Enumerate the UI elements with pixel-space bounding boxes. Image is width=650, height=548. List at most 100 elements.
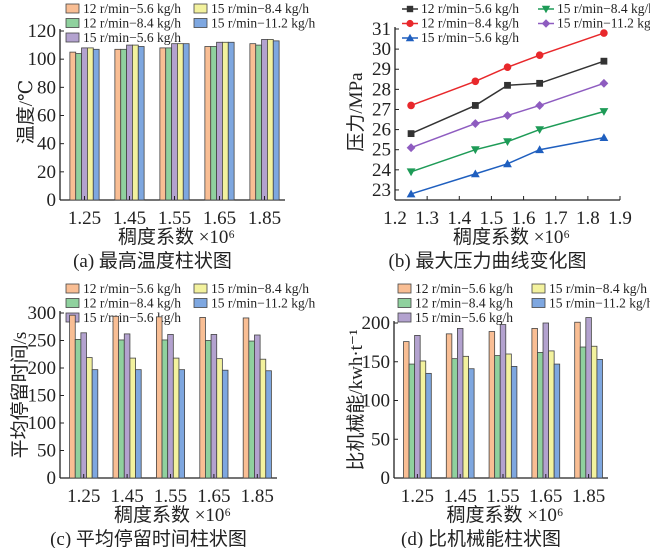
series-3: [406, 108, 609, 177]
marker-diamond: [406, 143, 416, 153]
legend-label: 15 r/min−5.6 kg/h: [83, 310, 181, 325]
y-tick-label: 26: [372, 120, 391, 141]
legend-swatch: [65, 298, 80, 308]
bar: [159, 47, 167, 201]
x-tick-label: 1.25: [67, 486, 100, 507]
bar: [414, 334, 421, 479]
legend-label: 15 r/min−8.4 kg/h: [557, 1, 650, 16]
legend-swatch: [531, 283, 546, 294]
y-tick-label: 100: [28, 49, 57, 70]
chart-caption: (b) 最大压力曲线变化图: [389, 250, 587, 272]
legend-label: 15 r/min−8.4 kg/h: [549, 281, 647, 296]
marker-square: [406, 5, 414, 13]
bar: [210, 46, 217, 201]
marker-square: [407, 130, 415, 138]
series-line: [410, 60, 605, 135]
x-tick-label: 1.45: [444, 486, 477, 507]
bar: [132, 44, 139, 201]
bar: [419, 360, 427, 479]
legend-swatch: [193, 298, 208, 308]
legend-swatch: [65, 283, 80, 294]
legend-item: 15 r/min−11.2 kg/h: [193, 16, 315, 31]
bar: [579, 346, 587, 479]
y-tick-label: 20: [37, 162, 56, 183]
chart-d: 12 r/min−5.6 kg/h12 r/min−8.4 kg/h15 r/m…: [345, 281, 650, 548]
bar: [248, 340, 255, 479]
legend-swatch: [193, 18, 208, 28]
bar: [574, 321, 581, 479]
marker-circle: [406, 19, 414, 28]
marker-triangle-down: [503, 138, 512, 147]
bar: [69, 51, 77, 201]
bar: [114, 48, 122, 201]
x-tick-label: 1.2: [383, 208, 407, 229]
x-tick-label: 1.3: [415, 208, 439, 229]
legend-item: 15 r/min−5.6 kg/h: [65, 310, 181, 325]
bar: [178, 369, 186, 479]
legend-swatch: [397, 312, 412, 323]
legend-item: 15 r/min−5.6 kg/h: [397, 310, 513, 325]
legend-label: 15 r/min−5.6 kg/h: [421, 30, 519, 45]
legend-item: 15 r/min−5.6 kg/h: [65, 30, 181, 45]
marker-diamond: [541, 19, 551, 28]
y-axis-label: 压力/MPa: [345, 72, 367, 152]
legend-swatch: [397, 283, 412, 294]
legend-item: 15 r/min−8.4 kg/h: [193, 281, 309, 296]
y-tick-label: 60: [37, 106, 56, 127]
bar: [216, 41, 223, 201]
x-tick-label: 1.25: [401, 486, 434, 507]
x-tick-label: 1.55: [154, 486, 187, 507]
legend-item: 12 r/min−8.4 kg/h: [397, 296, 513, 311]
marker-circle: [471, 77, 480, 86]
bar: [585, 317, 592, 479]
bar: [80, 332, 87, 479]
x-tick-label: 1.45: [110, 486, 143, 507]
chart-caption: (c) 平均停留时间柱状图: [50, 528, 247, 548]
legend-swatch: [397, 298, 412, 308]
bar: [155, 316, 163, 479]
bar: [177, 43, 184, 201]
legend-item: 12 r/min−8.4 kg/h: [65, 16, 181, 31]
y-tick-label: 24: [372, 160, 392, 181]
bar: [408, 363, 416, 479]
legend-label: 12 r/min−5.6 kg/h: [415, 281, 513, 296]
bar: [112, 315, 120, 479]
legend-swatch: [193, 3, 208, 14]
y-tick-label: 100: [28, 413, 57, 434]
y-axis-label: 温度/℃: [15, 80, 37, 145]
y-tick-label: 27: [372, 99, 391, 120]
legend-label: 12 r/min−8.4 kg/h: [421, 16, 519, 31]
x-tick-label: 1.85: [572, 486, 605, 507]
bar: [259, 358, 267, 479]
y-tick-label: 25: [372, 140, 391, 161]
y-tick-label: 250: [28, 331, 57, 352]
x-tick-label: 1.9: [608, 208, 632, 229]
x-tick-label: 1.55: [158, 208, 191, 229]
chart-caption: (d) 比机械能柱状图: [401, 528, 561, 548]
y-tick-label: 80: [37, 77, 56, 98]
bar: [468, 368, 475, 479]
marker-triangle-up: [503, 159, 512, 168]
y-tick-label: 150: [28, 386, 57, 407]
legend-label: 12 r/min−5.6 kg/h: [83, 281, 181, 296]
series-2: [406, 133, 609, 198]
bar: [126, 44, 133, 201]
chart-b: 12 r/min−5.6 kg/h12 r/min−8.4 kg/h15 r/m…: [345, 1, 650, 272]
bar: [227, 41, 235, 201]
y-tick-label: 100: [362, 391, 391, 412]
bar: [254, 334, 261, 479]
bar: [199, 316, 206, 479]
legend-label: 12 r/min−5.6 kg/h: [421, 1, 519, 16]
legend-item: 15 r/min−8.4 kg/h: [193, 1, 309, 16]
legend-item: 15 r/min−11.2 kg/h: [193, 296, 315, 311]
y-tick-label: 120: [28, 21, 57, 42]
y-axis-label: 平均停留时间/s: [9, 332, 31, 459]
x-tick-label: 1.45: [113, 208, 146, 229]
x-tick-label: 1.4: [447, 208, 471, 229]
bar: [510, 365, 518, 479]
legend-item: 12 r/min−5.6 kg/h: [65, 1, 181, 16]
x-tick-label: 1.85: [241, 486, 274, 507]
y-tick-label: 30: [372, 39, 391, 60]
x-tick-label: 1.7: [544, 208, 568, 229]
bar: [86, 357, 93, 479]
